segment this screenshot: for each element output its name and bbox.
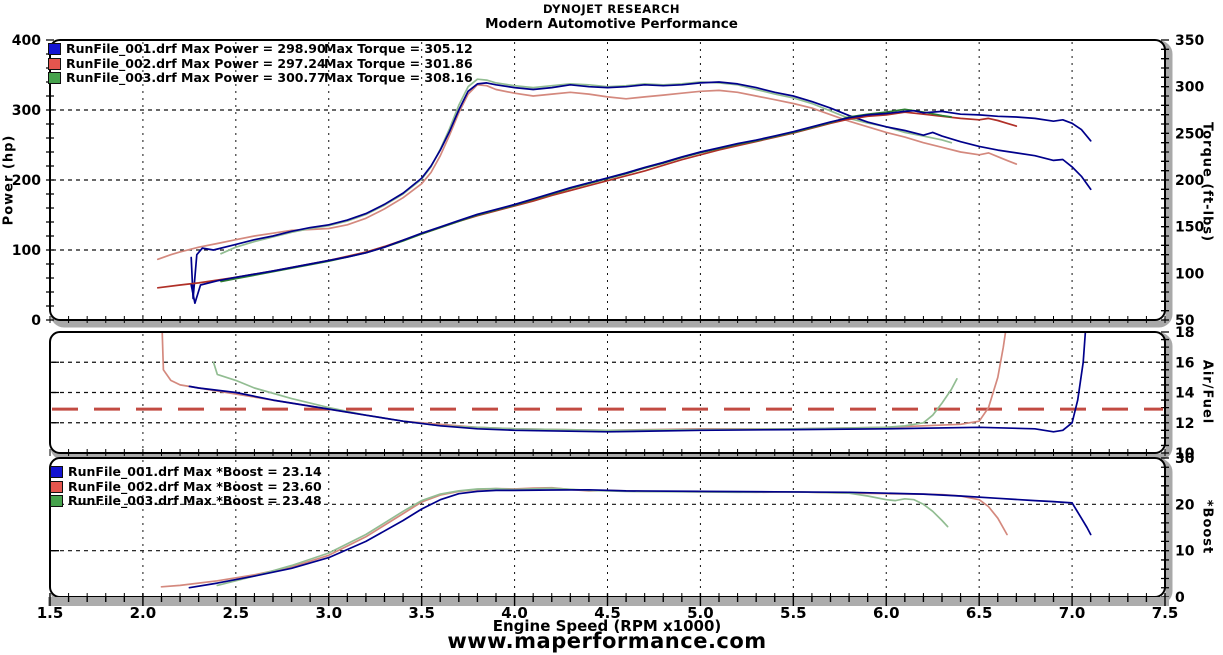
legend-row-runfile-001: RunFile_001.drf Max Power = 298.90 Max T… [48, 41, 473, 57]
tick-label: 4.5 [594, 604, 621, 622]
series-airfuel-runfile-001 [188, 333, 1088, 433]
tick-label: 3.5 [408, 604, 435, 622]
tick-label: 2.0 [130, 604, 157, 622]
tick-label: 1.5 [37, 604, 64, 622]
tick-label: 12 [1175, 416, 1194, 432]
tick-label: 3.0 [315, 604, 342, 622]
legend-row-runfile-003: RunFile_003.drf Max *Boost = 23.48 [50, 494, 326, 509]
boost-axis-title: *Boost [1199, 499, 1215, 555]
legend-row-runfile-002: RunFile_002.drf Max Power = 297.24 Max T… [48, 55, 473, 72]
tick-label: 200 [1175, 173, 1204, 189]
tick-marks [50, 361, 59, 424]
tick-label: 7.0 [1059, 604, 1086, 622]
tick-label: 300 [1175, 80, 1204, 96]
tick-marks [49, 316, 1166, 323]
legend-torque-text: Max Torque = 305.12 [324, 41, 473, 56]
tick-label: 16 [1175, 355, 1194, 371]
tick-label: 5.0 [687, 604, 714, 622]
legend-swatch-red [50, 480, 63, 493]
website-footer: www.maperformance.com [447, 629, 767, 653]
tick-label: 5.5 [780, 604, 807, 622]
legend-row-runfile-003: RunFile_003.drf Max Power = 300.77 Max T… [48, 71, 473, 86]
power-torque-legend: RunFile_001.drf Max Power = 298.90 Max T… [48, 41, 473, 86]
legend-boost-text: RunFile_002.drf Max *Boost = 23.60 [68, 478, 322, 494]
x-axis-title: Engine Speed (RPM x1000) [492, 617, 722, 635]
tick-label: 10 [1175, 446, 1195, 462]
legend-torque-text: Max Torque = 308.16 [324, 70, 473, 86]
tick-label: 2.5 [223, 604, 250, 622]
legend-swatch-green [50, 495, 63, 508]
tick-label: 20 [1175, 497, 1195, 513]
legend-power-text: RunFile_001.drf Max Power = 298.90 [66, 41, 326, 56]
tick-label: 200 [12, 173, 41, 189]
power-axis-title: Power (hp) [1, 134, 17, 226]
tick-label: 30 [1175, 451, 1195, 467]
legend-swatch-blue [50, 466, 63, 479]
series-torque-runfile-001 [190, 81, 1092, 300]
series-boost-runfile-001 [188, 488, 1092, 589]
tick-marks [49, 449, 1166, 456]
legend-row-runfile-001: RunFile_001.drf Max *Boost = 23.14 [50, 464, 326, 480]
tick-label: 100 [1175, 266, 1204, 282]
tick-label: 0 [1175, 590, 1185, 606]
tick-label: 10 [1175, 544, 1195, 560]
series-airfuel-runfile-003 [212, 361, 958, 432]
legend-boost-text: RunFile_003.drf Max *Boost = 23.48 [68, 493, 322, 509]
legend-swatch-blue [48, 43, 61, 56]
report-title: DYNOJET RESEARCH [542, 2, 681, 16]
tick-label: 7.5 [1152, 604, 1179, 622]
tick-label: 6.5 [966, 604, 993, 622]
tick-label: 6.0 [873, 604, 900, 622]
tick-label: 250 [1175, 126, 1204, 142]
boost-legend: RunFile_001.drf Max *Boost = 23.14 RunFi… [50, 464, 326, 509]
tick-label: 150 [1175, 220, 1204, 236]
tick-label: 350 [1175, 33, 1204, 49]
airfuel-axis-title: Air/Fuel [1199, 359, 1215, 425]
tick-label: 50 [1175, 313, 1195, 329]
tick-marks [49, 593, 1166, 606]
legend-swatch-red [48, 57, 61, 70]
tick-marks [52, 503, 1163, 552]
x-axis-strip [48, 597, 1169, 606]
legend-row-runfile-002: RunFile_002.drf Max *Boost = 23.60 [50, 478, 326, 495]
legend-torque-text: Max Torque = 301.86 [324, 55, 473, 71]
tick-label: 300 [12, 103, 41, 119]
series-power-runfile-001 [190, 109, 1092, 305]
legend-power-text: RunFile_003.drf Max Power = 300.77 [66, 70, 326, 86]
legend-boost-text: RunFile_001.drf Max *Boost = 23.14 [68, 464, 322, 479]
shop-name: Modern Automotive Performance [485, 16, 738, 32]
legend-power-text: RunFile_002.drf Max Power = 297.24 [66, 55, 326, 71]
tick-label: 18 [1175, 325, 1194, 341]
tick-label: 4.0 [501, 604, 528, 622]
torque-axis-title: Torque (ft-lbs) [1199, 121, 1215, 243]
tick-label: 14 [1175, 386, 1195, 402]
tick-label: 0 [31, 313, 41, 329]
tick-label: 100 [12, 243, 41, 259]
legend-swatch-green [48, 72, 61, 85]
tick-label: 400 [12, 33, 41, 49]
series-torque-runfile-003 [220, 78, 953, 255]
